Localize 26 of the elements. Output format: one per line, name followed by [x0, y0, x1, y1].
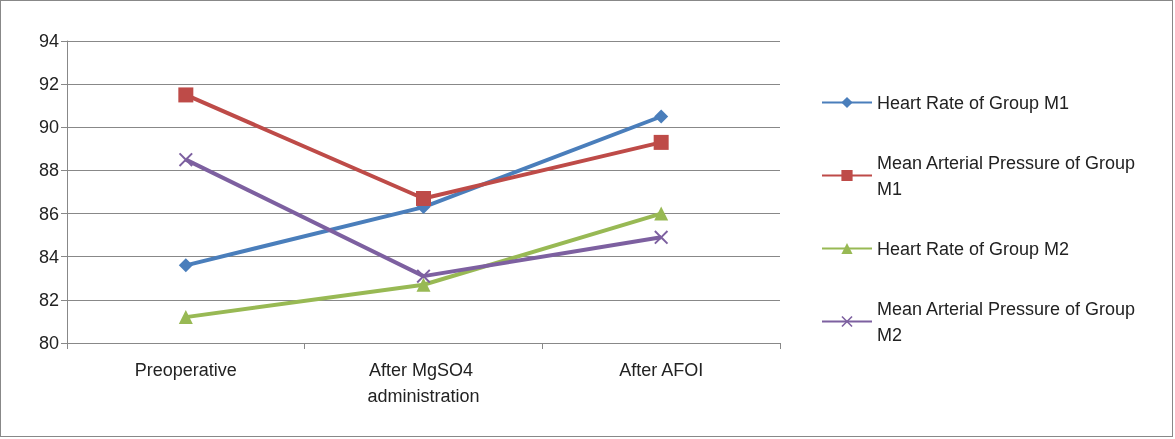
point — [416, 269, 431, 284]
y-tick-label: 80 — [38, 333, 59, 353]
point — [178, 310, 193, 325]
legend-label: Mean Arterial Pressure of Group M1 — [877, 152, 1141, 199]
point — [654, 206, 669, 221]
y-tick-label: 88 — [38, 160, 59, 181]
y-tick-label: 82 — [38, 289, 59, 310]
point — [654, 109, 669, 124]
point — [178, 152, 193, 167]
y-tick-label: 86 — [38, 203, 59, 224]
point — [416, 190, 431, 206]
x-tick-label: After AFOI — [619, 360, 704, 380]
point — [653, 134, 669, 150]
legend-label: Mean Arterial Pressure of Group M2 — [877, 298, 1141, 345]
y-tick-label: 94 — [38, 31, 59, 51]
legend-label: Heart Rate of Group M1 — [877, 92, 1070, 113]
point — [178, 258, 193, 273]
point — [416, 277, 431, 292]
x-tick-label: Preoperative — [134, 360, 237, 380]
x-tick-label: After MgSO4 administration — [367, 360, 480, 406]
y-tick-label: 90 — [38, 117, 59, 138]
point — [654, 230, 669, 245]
y-tick-label: 92 — [38, 74, 59, 95]
point — [178, 87, 194, 103]
legend-label: Heart Rate of Group M2 — [877, 238, 1070, 259]
y-tick-label: 84 — [38, 246, 59, 267]
